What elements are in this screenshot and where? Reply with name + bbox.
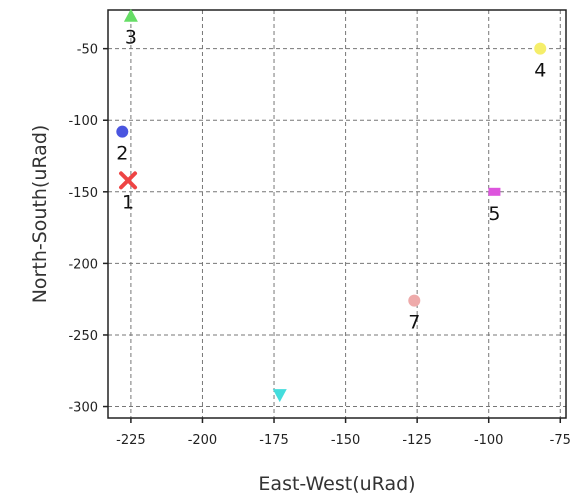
x-tick-label: -175 — [259, 433, 289, 448]
y-tick-label: -50 — [77, 43, 98, 58]
y-tick-label: -300 — [68, 401, 98, 416]
x-axis: -225 -200 -175 -150 -125 -100 -75 — [116, 418, 571, 448]
data-point — [534, 42, 547, 55]
y-axis: -50 -100 -150 -200 -250 -300 — [68, 43, 108, 416]
y-tick-label: -200 — [68, 257, 98, 272]
point-label: 5 — [488, 203, 500, 225]
x-axis-title: East-West(uRad) — [258, 473, 415, 495]
x-tick-label: -150 — [331, 433, 361, 448]
data-point — [272, 389, 287, 403]
point-label: 1 — [122, 191, 134, 213]
data-points: 3 2 1 4 5 7 — [116, 8, 547, 403]
point-label: 7 — [408, 312, 420, 334]
y-tick-label: -100 — [68, 114, 98, 129]
x-tick-label: -200 — [188, 433, 218, 448]
plot-frame — [107, 9, 567, 419]
data-point — [488, 187, 501, 196]
y-axis-title: North-South(uRad) — [29, 125, 51, 304]
y-tick-label: -250 — [68, 329, 98, 344]
x-tick-label: -225 — [116, 433, 146, 448]
point-label: 2 — [116, 143, 128, 165]
x-tick-label: -75 — [550, 433, 571, 448]
x-tick-label: -100 — [474, 433, 504, 448]
data-point — [408, 294, 421, 307]
data-point — [123, 8, 138, 22]
data-point — [119, 171, 138, 190]
x-tick-label: -125 — [402, 433, 432, 448]
y-tick-label: -150 — [68, 186, 98, 201]
point-label: 4 — [534, 60, 546, 82]
point-label: 3 — [125, 27, 137, 49]
data-point — [116, 125, 129, 138]
